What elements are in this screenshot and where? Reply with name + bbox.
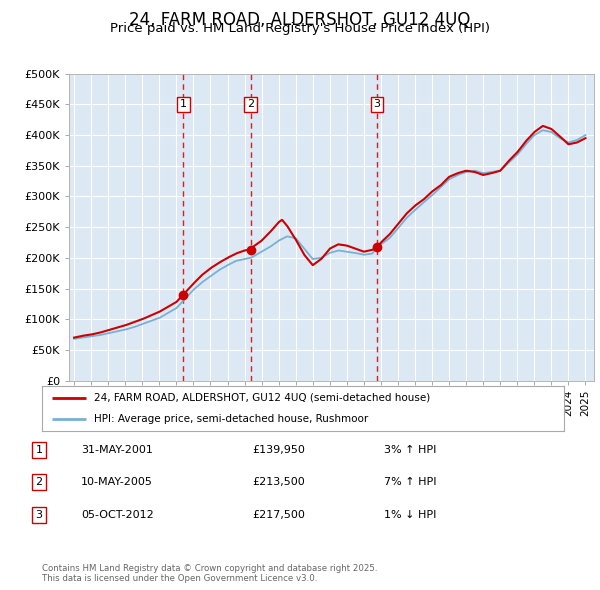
Text: 3: 3	[35, 510, 43, 520]
Text: £217,500: £217,500	[252, 510, 305, 520]
Text: HPI: Average price, semi-detached house, Rushmoor: HPI: Average price, semi-detached house,…	[94, 414, 368, 424]
Text: 7% ↑ HPI: 7% ↑ HPI	[384, 477, 437, 487]
Text: 05-OCT-2012: 05-OCT-2012	[81, 510, 154, 520]
Text: 3: 3	[373, 100, 380, 109]
Text: 2: 2	[247, 100, 254, 109]
Text: 31-MAY-2001: 31-MAY-2001	[81, 445, 153, 455]
Text: Price paid vs. HM Land Registry's House Price Index (HPI): Price paid vs. HM Land Registry's House …	[110, 22, 490, 35]
Text: 2: 2	[35, 477, 43, 487]
Text: 10-MAY-2005: 10-MAY-2005	[81, 477, 153, 487]
Text: £213,500: £213,500	[252, 477, 305, 487]
Text: 24, FARM ROAD, ALDERSHOT, GU12 4UQ (semi-detached house): 24, FARM ROAD, ALDERSHOT, GU12 4UQ (semi…	[94, 393, 430, 403]
Text: 24, FARM ROAD, ALDERSHOT, GU12 4UQ: 24, FARM ROAD, ALDERSHOT, GU12 4UQ	[130, 11, 470, 29]
Text: £139,950: £139,950	[252, 445, 305, 455]
Text: Contains HM Land Registry data © Crown copyright and database right 2025.
This d: Contains HM Land Registry data © Crown c…	[42, 563, 377, 583]
Text: 1: 1	[180, 100, 187, 109]
Text: 1% ↓ HPI: 1% ↓ HPI	[384, 510, 436, 520]
Text: 3% ↑ HPI: 3% ↑ HPI	[384, 445, 436, 455]
Text: 1: 1	[35, 445, 43, 455]
